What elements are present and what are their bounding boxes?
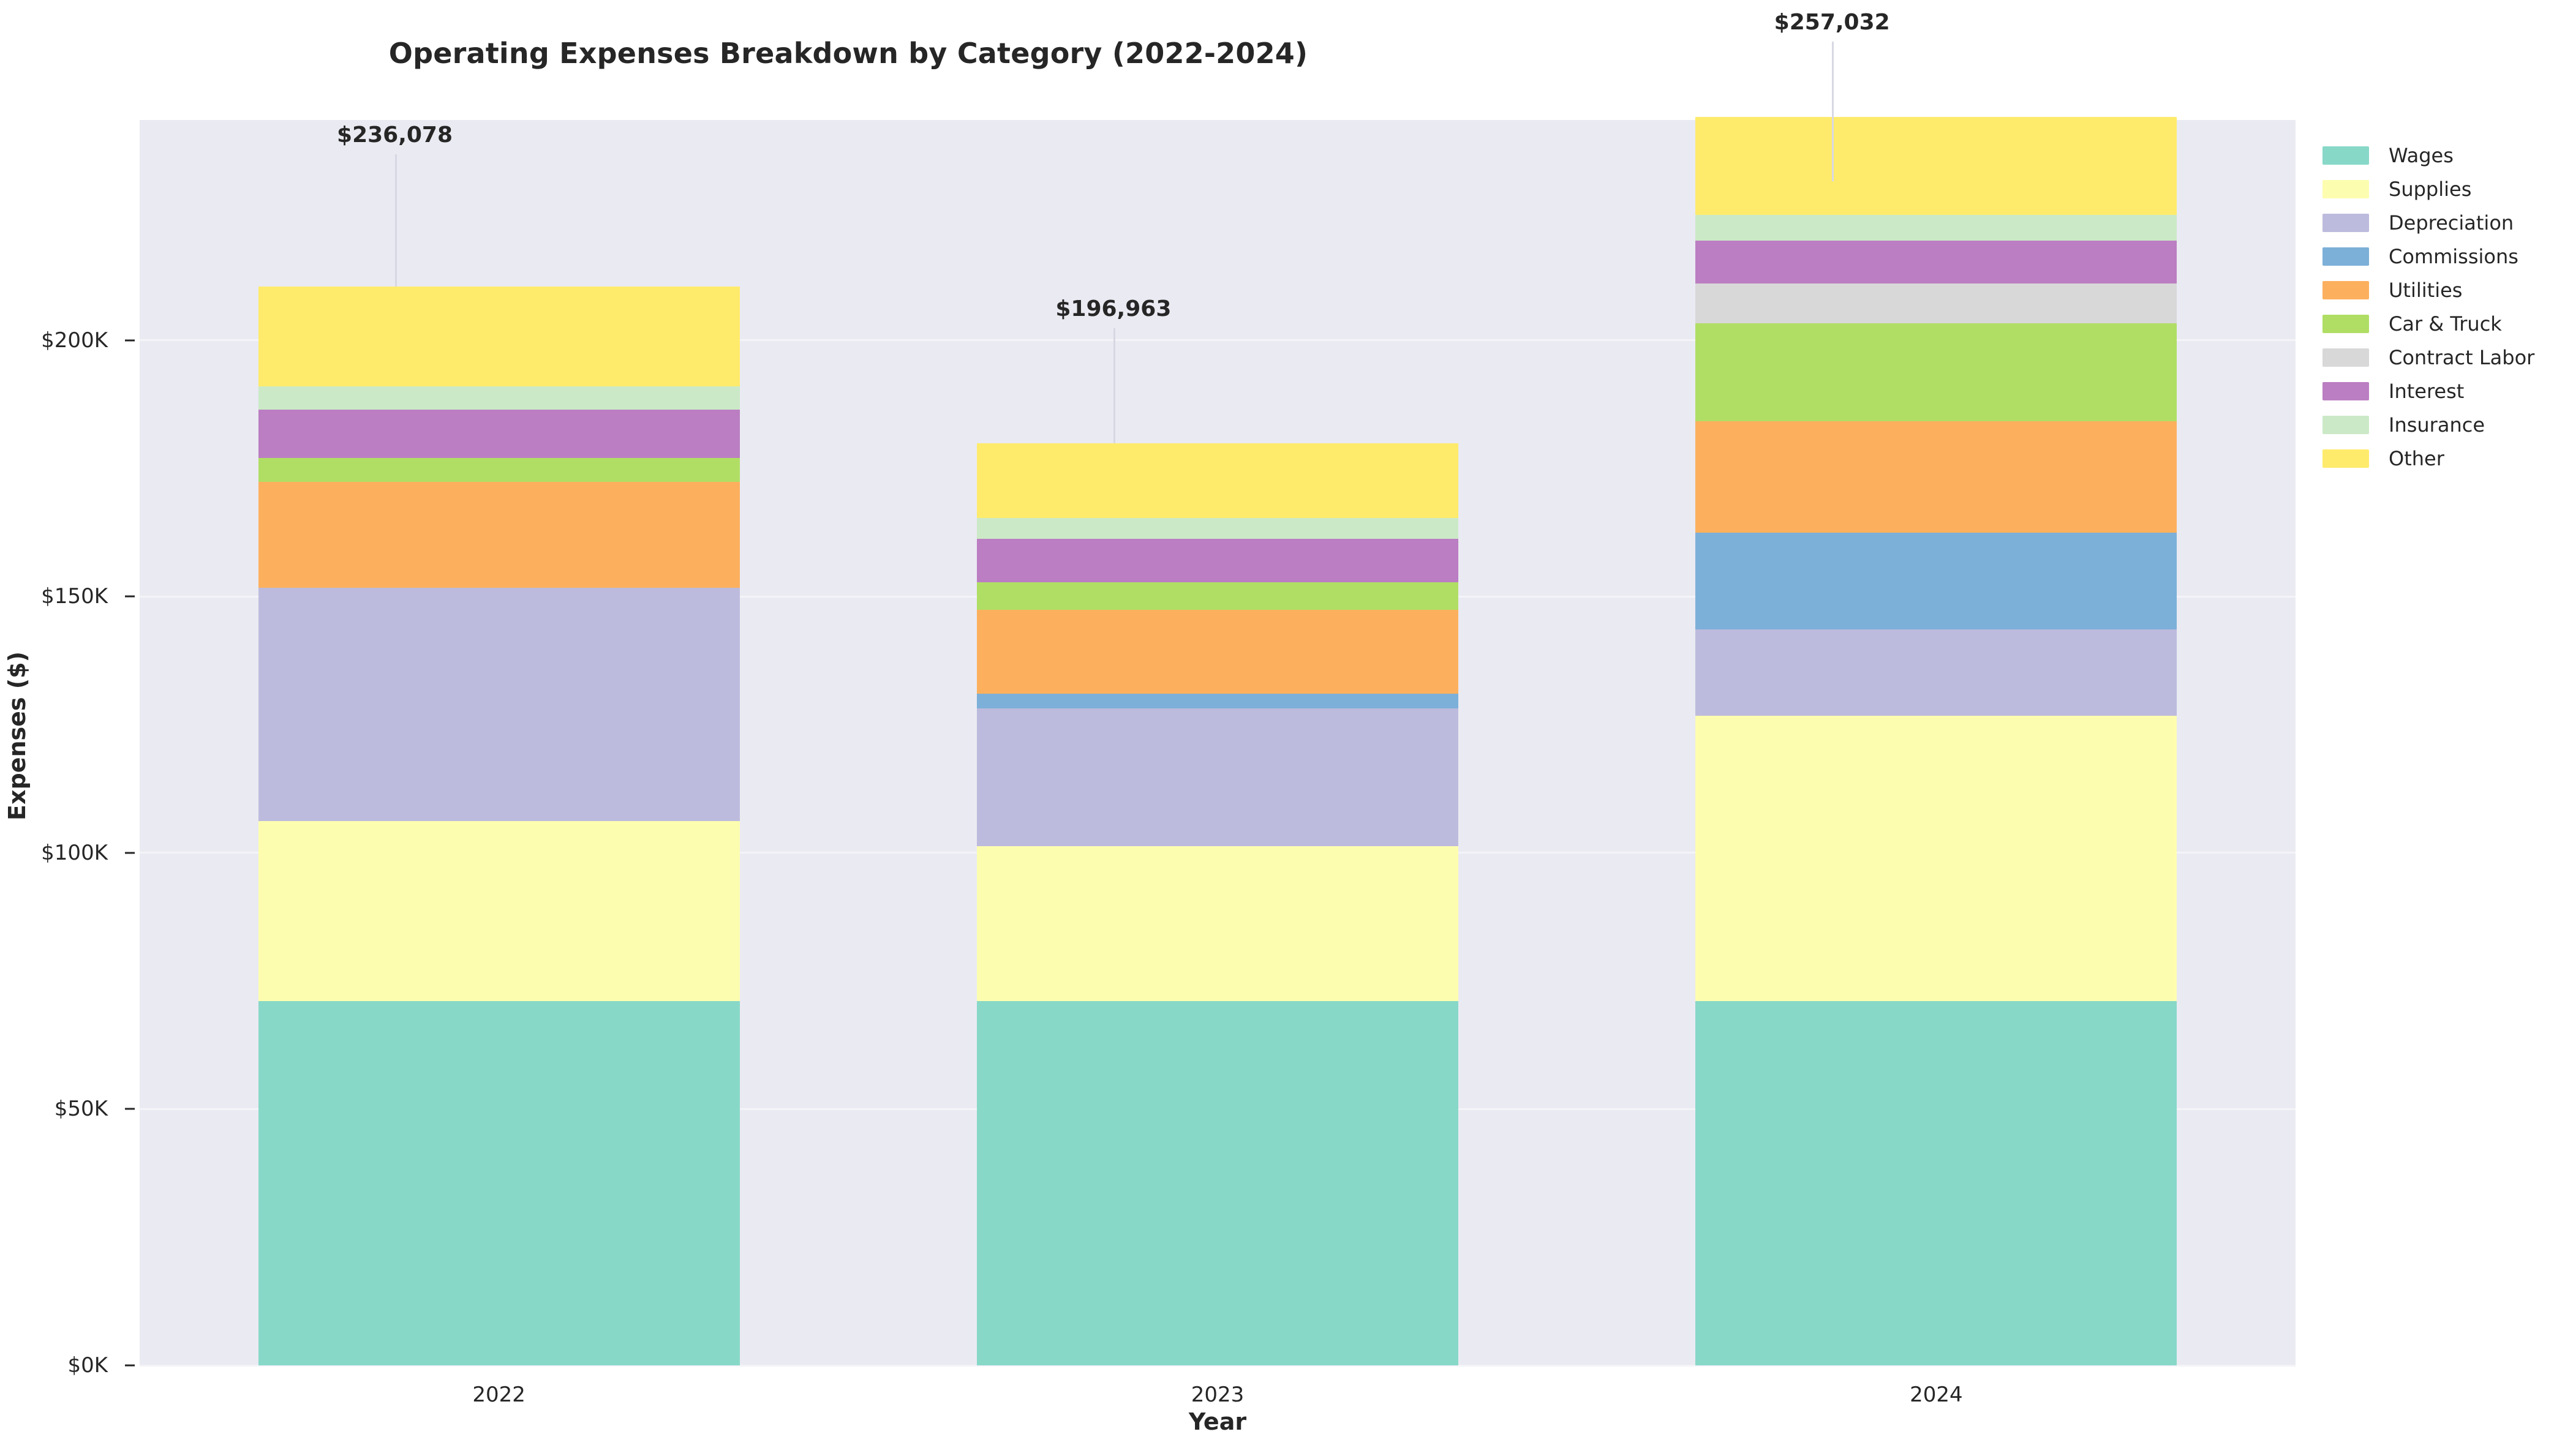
bar-segment-other-2023[interactable] [976, 443, 1459, 519]
bar-segment-commissions-2023[interactable] [976, 694, 1459, 708]
legend-swatch-icon [2322, 247, 2369, 266]
bar-segment-other-2022[interactable] [258, 286, 740, 386]
legend-item-supplies[interactable]: Supplies [2322, 172, 2549, 206]
y-tick-mark [125, 595, 135, 598]
bar-segment-car-truck-2022[interactable] [258, 457, 740, 482]
legend-label: Interest [2389, 379, 2465, 403]
x-tick-label-2024: 2024 [1910, 1383, 1963, 1407]
legend-label: Depreciation [2389, 211, 2514, 235]
y-tick-label-100K: $100K [41, 840, 108, 865]
total-label-leader-line [1113, 328, 1115, 443]
total-label-leader-line [1832, 42, 1834, 181]
bar-segment-supplies-2024[interactable] [1695, 715, 2177, 1002]
legend-swatch-icon [2322, 213, 2369, 232]
bar-total-label-2023: $196,963 [1055, 296, 1172, 321]
legend-swatch-icon [2322, 179, 2369, 198]
y-tick-mark [125, 339, 135, 342]
gridline [140, 339, 2296, 342]
bar-segment-contract-labor-2024[interactable] [1695, 283, 2177, 323]
bar-segment-insurance-2023[interactable] [976, 518, 1459, 539]
y-tick-mark [125, 852, 135, 854]
bar-stack-2022[interactable] [258, 120, 740, 1365]
bar-total-label-2022: $236,078 [337, 122, 453, 148]
bar-segment-supplies-2022[interactable] [258, 821, 740, 1002]
legend-item-depreciation[interactable]: Depreciation [2322, 206, 2549, 239]
bar-segment-interest-2022[interactable] [258, 409, 740, 458]
x-tick-label-2022: 2022 [472, 1383, 525, 1407]
legend-swatch-icon [2322, 348, 2369, 367]
bar-segment-other-2024[interactable] [1695, 117, 2177, 216]
y-tick-mark [125, 1364, 135, 1367]
legend-label: Wages [2389, 143, 2454, 167]
bar-segment-utilities-2024[interactable] [1695, 421, 2177, 533]
bar-segment-supplies-2023[interactable] [976, 846, 1459, 1002]
y-tick-label-150K: $150K [41, 584, 108, 609]
bar-segment-depreciation-2023[interactable] [976, 708, 1459, 846]
bar-segment-commissions-2024[interactable] [1695, 533, 2177, 629]
bar-segment-wages-2022[interactable] [258, 1001, 740, 1365]
y-tick-mark [125, 1108, 135, 1110]
bar-segment-wages-2024[interactable] [1695, 1001, 2177, 1365]
legend-swatch-icon [2322, 280, 2369, 299]
legend-swatch-icon [2322, 314, 2369, 333]
legend-label: Commissions [2389, 244, 2518, 268]
bar-segment-wages-2023[interactable] [976, 1001, 1459, 1365]
y-tick-label-50K: $50K [54, 1097, 108, 1122]
legend: Wages Supplies Depreciation Commissions Util… [2322, 138, 2549, 475]
bar-segment-utilities-2022[interactable] [258, 482, 740, 588]
legend-swatch-icon [2322, 449, 2369, 468]
plot-area [140, 117, 2296, 1367]
bar-segment-interest-2023[interactable] [976, 538, 1459, 582]
legend-item-interest[interactable]: Interest [2322, 374, 2549, 408]
bar-segment-car-truck-2024[interactable] [1695, 323, 2177, 421]
legend-item-wages[interactable]: Wages [2322, 138, 2549, 172]
bar-stack-2024[interactable] [1695, 117, 2177, 1365]
y-tick-label-0K: $0K [67, 1353, 108, 1378]
bar-segment-depreciation-2024[interactable] [1695, 629, 2177, 716]
legend-item-car-truck[interactable]: Car & Truck [2322, 307, 2549, 340]
legend-item-utilities[interactable]: Utilities [2322, 273, 2549, 307]
x-axis-label: Year [1188, 1408, 1247, 1435]
legend-item-insurance[interactable]: Insurance [2322, 408, 2549, 441]
total-label-leader-line [394, 154, 397, 287]
y-tick-label-200K: $200K [41, 328, 108, 353]
legend-item-contract-labor[interactable]: Contract Labor [2322, 340, 2549, 374]
legend-label: Other [2389, 446, 2444, 470]
bar-segment-utilities-2023[interactable] [976, 610, 1459, 694]
bar-segment-insurance-2022[interactable] [258, 386, 740, 410]
legend-label: Utilities [2389, 278, 2463, 302]
bar-segment-car-truck-2023[interactable] [976, 582, 1459, 610]
legend-swatch-icon [2322, 415, 2369, 434]
bar-segment-depreciation-2022[interactable] [258, 587, 740, 822]
chart-title: Operating Expenses Breakdown by Category… [388, 37, 1308, 70]
legend-swatch-icon [2322, 146, 2369, 165]
legend-item-commissions[interactable]: Commissions [2322, 239, 2549, 273]
bar-segment-interest-2024[interactable] [1695, 240, 2177, 283]
legend-label: Insurance [2389, 413, 2485, 437]
legend-label: Car & Truck [2389, 312, 2502, 336]
x-tick-label-2023: 2023 [1191, 1383, 1245, 1407]
gridline [140, 1364, 2296, 1367]
y-axis-ticks: $0K $50K $100K $150K $200K [0, 0, 135, 1456]
bar-total-label-2024: $257,032 [1774, 10, 1890, 35]
bar-segment-insurance-2024[interactable] [1695, 215, 2177, 241]
legend-label: Contract Labor [2389, 345, 2535, 369]
legend-label: Supplies [2389, 177, 2472, 201]
legend-swatch-icon [2322, 381, 2369, 400]
bar-stack-2023[interactable] [976, 120, 1459, 1365]
legend-item-other[interactable]: Other [2322, 441, 2549, 475]
